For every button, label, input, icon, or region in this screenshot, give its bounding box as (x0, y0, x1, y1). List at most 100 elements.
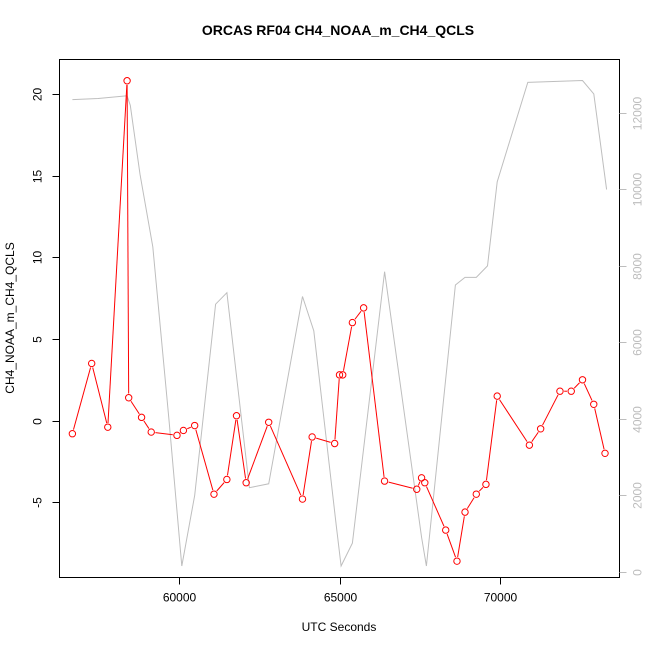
data-point (223, 475, 231, 484)
y-tick-label-left: 0 (31, 418, 45, 425)
plot-frame (59, 59, 620, 578)
x-tick-label: 65000 (324, 591, 358, 605)
data-point (330, 439, 339, 448)
data-point (339, 371, 347, 379)
series-line-segment (573, 382, 580, 389)
data-point (380, 477, 389, 485)
series-line-segment (485, 400, 498, 481)
data-point (493, 392, 501, 400)
data-point (536, 425, 545, 433)
y-axis-label: CH4_NOAA_m_CH4_QCLS (3, 242, 17, 393)
data-point (298, 495, 307, 503)
y-tick-label-right: 2000 (631, 482, 645, 509)
series-line-segment (73, 367, 92, 430)
series-line-segment (92, 367, 108, 424)
series-line-segment (342, 326, 353, 371)
y-tick-label-right: 12000 (631, 96, 645, 130)
series-line-segment (195, 429, 214, 491)
data-point (124, 394, 133, 402)
series-line-segment (417, 481, 421, 486)
data-point (348, 318, 357, 327)
series-line-segment (478, 486, 484, 492)
plot-area (68, 77, 609, 568)
x-tick-label: 70000 (484, 591, 518, 605)
data-point (68, 430, 77, 438)
data-point (232, 412, 241, 420)
y-tick-label-left: 15 (31, 170, 45, 184)
data-point (601, 449, 609, 458)
data-point (442, 526, 450, 534)
series-line-segment (457, 516, 465, 558)
series-line-segment (499, 399, 528, 442)
series-line-segment (143, 420, 150, 429)
series-right-axis (72, 79, 608, 568)
data-point (335, 371, 344, 379)
chart-title: ORCAS RF04 CH4_NOAA_m_CH4_QCLS (202, 22, 474, 38)
series-line-segment (363, 311, 385, 477)
data-point (173, 431, 181, 440)
data-point (179, 426, 188, 435)
series-line-segment (187, 426, 192, 430)
y-tick-label-right: 6000 (631, 329, 645, 356)
series-line-segment (594, 408, 605, 450)
series-line-segment (236, 419, 247, 479)
data-point (472, 490, 480, 498)
series-line-segment (269, 425, 302, 496)
y-tick-label-left: 20 (31, 88, 45, 102)
y-tick-label-left: 5 (31, 336, 45, 343)
y-tick-label-right: 8000 (631, 253, 645, 280)
data-point (308, 433, 316, 441)
series-left-axis (68, 77, 609, 565)
data-point (482, 480, 490, 489)
series-line (72, 79, 608, 568)
data-point (87, 359, 96, 368)
y-axis-right: 0 2000 4000 6000 8000 10000 12000 (619, 96, 645, 576)
x-axis: 60000 65000 70000 (163, 577, 518, 605)
data-point (453, 557, 461, 565)
series-line-segment (354, 310, 362, 320)
data-point (147, 428, 155, 436)
series-line-segment (155, 432, 173, 436)
data-point (123, 77, 131, 85)
y-tick-label-right: 0 (631, 569, 645, 576)
data-point (556, 387, 564, 395)
series-line-segment (247, 426, 268, 479)
series-line-segment (316, 437, 331, 443)
series-line-segment (107, 84, 128, 423)
data-point (104, 423, 112, 431)
y-tick-label-left: 10 (31, 251, 45, 265)
data-point (421, 479, 429, 487)
series-line-segment (334, 379, 340, 440)
data-point (190, 421, 199, 430)
series-line-segment (466, 497, 475, 509)
data-point (413, 485, 421, 493)
x-axis-label: UTC Seconds (302, 620, 377, 634)
data-point (590, 400, 598, 408)
series-line-segment (583, 383, 593, 401)
data-point (578, 376, 587, 384)
series-line-segment (226, 419, 237, 476)
y-axis-left: -5 0 5 10 15 20 (31, 88, 60, 508)
y-tick-label-right: 10000 (631, 172, 645, 206)
data-point (264, 418, 273, 426)
series-line-segment (426, 486, 445, 527)
data-point (242, 479, 250, 487)
data-point (359, 304, 368, 312)
data-point (210, 490, 218, 498)
y-tick-label-left: -5 (31, 497, 45, 508)
data-point (461, 508, 469, 516)
series-line-segment (531, 431, 539, 442)
series-line-segment (126, 84, 130, 394)
x-tick-label: 60000 (163, 591, 197, 605)
y-tick-label-right: 4000 (631, 406, 645, 433)
series-line-segment (216, 482, 225, 492)
series-line-segment (130, 400, 140, 415)
series-line-segment (542, 394, 559, 426)
data-point (525, 441, 534, 449)
series-line-segment (302, 441, 312, 495)
series-line-segment (446, 533, 457, 558)
data-point (567, 387, 575, 395)
series-line-segment (388, 481, 413, 489)
data-point (137, 413, 146, 422)
